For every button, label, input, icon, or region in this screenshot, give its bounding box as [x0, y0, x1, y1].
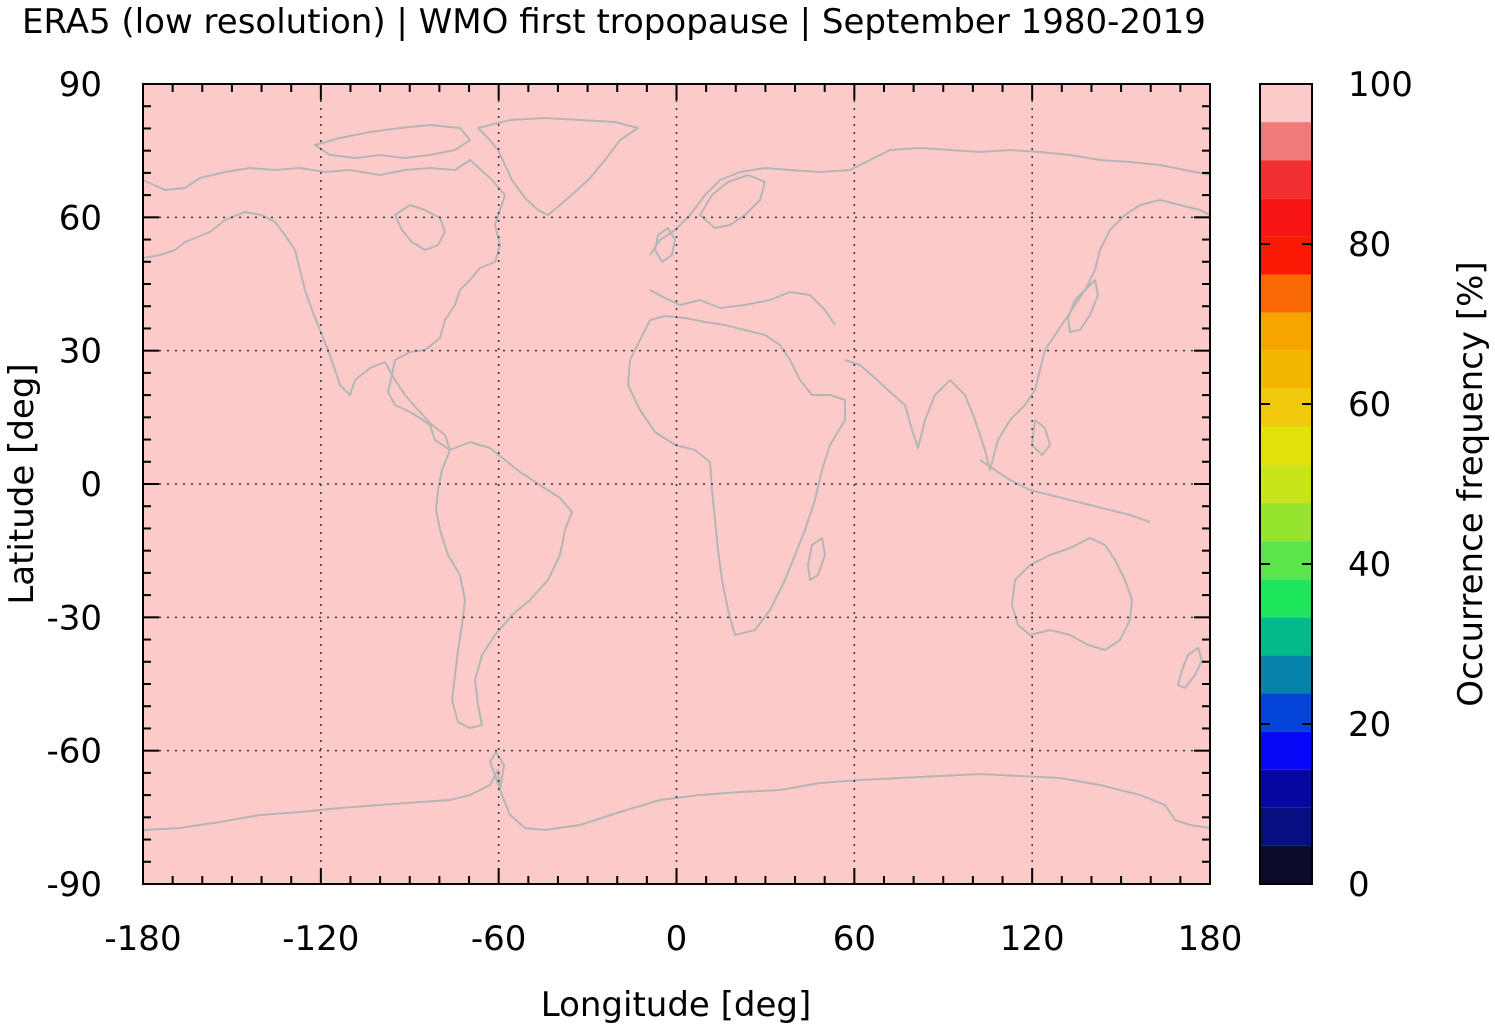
- colorbar-swatch: [1260, 464, 1312, 504]
- colorbar: 100 80 60 40 20 0 Occurrence frequency [%]: [1259, 65, 1491, 905]
- colorbar-tick-label: 0: [1348, 865, 1370, 905]
- y-axis-label: Latitude [deg]: [2, 363, 42, 604]
- x-tick-label: 120: [1000, 919, 1065, 959]
- tick-layer: [142, 83, 1211, 885]
- colorbar-swatch: [1260, 84, 1312, 123]
- coastline-south-america: [435, 441, 573, 729]
- coastline-japan: [1067, 279, 1099, 333]
- colorbar-swatch: [1260, 388, 1312, 427]
- y-tick-label: 30: [59, 332, 102, 372]
- colorbar-swatch: [1260, 617, 1312, 656]
- coastline-arctic-islands: [314, 124, 471, 159]
- colorbar-swatch: [1260, 122, 1312, 161]
- colorbar-tick-label: 60: [1348, 385, 1391, 425]
- grid-layer: [143, 84, 1210, 884]
- coastline-hudson-bay: [394, 204, 446, 251]
- colorbar-swatch: [1260, 693, 1312, 732]
- colorbar-frame: [1259, 83, 1313, 885]
- x-tick-label: -60: [471, 919, 527, 959]
- y-tick-label: 60: [59, 198, 102, 238]
- colorbar-swatch: [1260, 274, 1312, 313]
- y-tick-label: 90: [59, 65, 102, 105]
- colorbar-tick-label: 40: [1348, 545, 1391, 585]
- colorbar-ticks: [1260, 83, 1312, 885]
- x-tick-labels: -180 -120 -60 0 60 120 180: [104, 919, 1242, 959]
- coastline-new-zealand: [1177, 647, 1203, 689]
- colorbar-label: Occurrence frequency [%]: [1451, 261, 1491, 706]
- colorbar-swatch: [1260, 503, 1312, 542]
- coastline-europe-south: [649, 289, 836, 326]
- coastline-philippines: [1031, 419, 1051, 456]
- coastline-southeast-asia: [979, 459, 1151, 523]
- y-tick-label: -90: [46, 865, 102, 905]
- coastline-asia: [844, 199, 1211, 471]
- coastline-greenland: [477, 117, 639, 216]
- colorbar-swatch: [1260, 350, 1312, 389]
- coastline-antarctica: [142, 769, 1211, 831]
- colorbar-swatch: [1260, 579, 1312, 618]
- colorbar-tick-label: 100: [1348, 65, 1413, 105]
- coastline-layer: [142, 117, 1211, 831]
- x-tick-label: 0: [666, 919, 688, 959]
- coastline-antarctic-peninsula: [489, 751, 505, 791]
- coastline-north-america: [142, 159, 506, 451]
- x-tick-label: -180: [104, 919, 181, 959]
- coastline-british-isles: [654, 227, 676, 263]
- colorbar-swatch: [1260, 655, 1312, 694]
- x-axis-label: Longitude [deg]: [541, 985, 812, 1025]
- colorbar-swatch: [1260, 426, 1312, 465]
- colorbar-tick-label: 20: [1348, 705, 1391, 745]
- colorbar-swatch: [1260, 541, 1312, 580]
- colorbar-swatch: [1260, 731, 1312, 770]
- y-tick-label: -60: [46, 732, 102, 772]
- chart-title: ERA5 (low resolution) | WMO first tropop…: [22, 2, 1206, 42]
- y-tick-label: -30: [46, 598, 102, 638]
- colorbar-tick-labels: 100 80 60 40 20 0: [1348, 65, 1413, 905]
- colorbar-swatch: [1260, 198, 1312, 237]
- coastline-madagascar: [807, 537, 826, 581]
- coastline-scandinavia: [699, 174, 766, 229]
- colorbar-swatch: [1260, 236, 1312, 275]
- y-tick-label: 0: [80, 465, 102, 505]
- colorbar-swatches: [1260, 84, 1312, 884]
- coastline-africa: [627, 315, 846, 636]
- x-tick-label: 180: [1178, 919, 1243, 959]
- x-tick-label: -120: [282, 919, 359, 959]
- colorbar-tick-label: 80: [1348, 225, 1391, 265]
- y-tick-labels: 90 60 30 0 -30 -60 -90: [46, 65, 102, 905]
- colorbar-swatch: [1260, 160, 1312, 199]
- coastline-europe: [649, 147, 1211, 256]
- colorbar-swatch: [1260, 769, 1312, 808]
- coastline-australia: [1011, 537, 1133, 651]
- colorbar-swatch: [1260, 845, 1312, 884]
- x-tick-label: 60: [833, 919, 876, 959]
- colorbar-swatch: [1260, 807, 1312, 846]
- colorbar-swatch: [1260, 312, 1312, 351]
